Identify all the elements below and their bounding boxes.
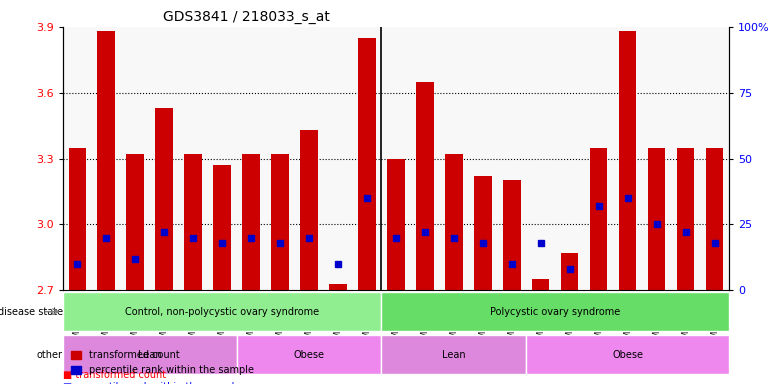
Bar	[503, 180, 521, 290]
Bar	[329, 283, 347, 290]
FancyBboxPatch shape	[63, 292, 382, 331]
Text: Obese: Obese	[293, 350, 325, 360]
Bar	[474, 176, 492, 290]
Bar	[416, 82, 434, 290]
FancyBboxPatch shape	[382, 292, 729, 331]
Bar	[561, 253, 579, 290]
Bar	[648, 147, 666, 290]
FancyBboxPatch shape	[382, 335, 526, 374]
Bar	[532, 279, 550, 290]
Bar	[242, 154, 260, 290]
Bar	[445, 154, 463, 290]
Text: other: other	[37, 350, 63, 360]
Text: disease state: disease state	[0, 307, 63, 317]
FancyBboxPatch shape	[63, 335, 237, 374]
Bar	[358, 38, 376, 290]
Bar	[68, 147, 86, 290]
Bar	[213, 165, 230, 290]
Bar	[97, 31, 115, 290]
FancyBboxPatch shape	[526, 335, 729, 374]
Bar	[677, 147, 695, 290]
Bar	[706, 147, 724, 290]
Text: Lean: Lean	[442, 350, 466, 360]
Text: Polycystic ovary syndrome: Polycystic ovary syndrome	[490, 307, 620, 317]
Bar	[619, 31, 637, 290]
Text: Lean: Lean	[138, 350, 162, 360]
Bar	[271, 154, 289, 290]
FancyBboxPatch shape	[237, 335, 382, 374]
Text: ■ transformed count: ■ transformed count	[63, 370, 166, 380]
Bar	[590, 147, 608, 290]
Text: Control, non-polycystic ovary syndrome: Control, non-polycystic ovary syndrome	[125, 307, 319, 317]
Bar	[184, 154, 201, 290]
Bar	[300, 130, 318, 290]
Text: Obese: Obese	[612, 350, 643, 360]
Text: ■ percentile rank within the sample: ■ percentile rank within the sample	[63, 382, 240, 384]
Bar	[155, 108, 172, 290]
Legend: transformed count, percentile rank within the sample: transformed count, percentile rank withi…	[67, 346, 258, 379]
Text: GDS3841 / 218033_s_at: GDS3841 / 218033_s_at	[163, 10, 329, 25]
Bar	[387, 159, 405, 290]
Bar	[126, 154, 143, 290]
